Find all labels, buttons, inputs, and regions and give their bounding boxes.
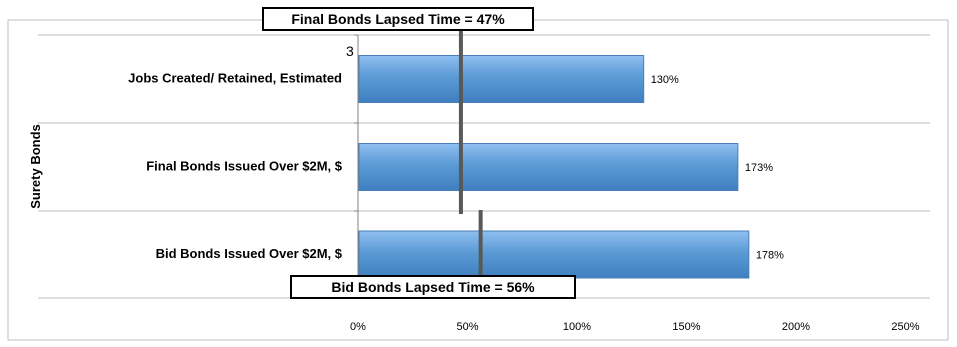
reference-label-0: Final Bonds Lapsed Time = 47% bbox=[291, 11, 505, 27]
x-tick-label-1: 50% bbox=[456, 321, 478, 333]
category-label-2: Bid Bonds Issued Over $2M, $ bbox=[156, 246, 343, 261]
category-labels: Jobs Created/ Retained, Estimated Final B… bbox=[128, 70, 343, 261]
bar-2 bbox=[358, 230, 750, 279]
bar-0 bbox=[358, 55, 645, 103]
x-tick-label-5: 250% bbox=[891, 321, 919, 333]
stray-label: 3 bbox=[346, 43, 354, 59]
bar-1 bbox=[358, 143, 739, 191]
reference-label-box-1 bbox=[290, 275, 576, 299]
x-tick-label-2: 100% bbox=[563, 321, 591, 333]
axis-lines bbox=[354, 34, 359, 299]
data-label-1: 173% bbox=[745, 162, 773, 174]
category-label-1: Final Bonds Issued Over $2M, $ bbox=[146, 158, 343, 173]
reference-label-box-0 bbox=[262, 7, 534, 31]
reference-label-1: Bid Bonds Lapsed Time = 56% bbox=[331, 279, 535, 295]
x-tick-label-0: 0% bbox=[350, 321, 366, 333]
data-label-2: 178% bbox=[756, 250, 784, 262]
x-tick-label-4: 200% bbox=[782, 321, 810, 333]
x-tick-label-3: 150% bbox=[672, 321, 700, 333]
bars bbox=[358, 55, 750, 279]
category-label-0: Jobs Created/ Retained, Estimated bbox=[128, 70, 342, 85]
y-axis-title: Surety Bonds bbox=[28, 124, 43, 209]
x-tick-labels: 0% 50% 100% 150% 200% 250% bbox=[350, 321, 920, 333]
gridlines bbox=[38, 34, 930, 299]
reference-lines: Final Bonds Lapsed Time = 47% Bid Bonds L… bbox=[262, 7, 576, 299]
data-label-0: 130% bbox=[651, 74, 679, 86]
data-labels: 130% 173% 178% bbox=[651, 74, 784, 262]
